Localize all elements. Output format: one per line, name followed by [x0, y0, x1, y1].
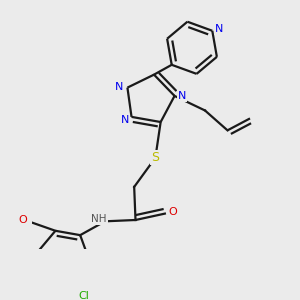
Text: N: N — [178, 91, 186, 101]
Text: N: N — [121, 115, 129, 125]
Text: O: O — [168, 207, 177, 217]
Text: N: N — [215, 24, 223, 34]
Text: S: S — [152, 151, 159, 164]
Text: N: N — [115, 82, 124, 92]
Text: O: O — [19, 215, 28, 225]
Text: NH: NH — [92, 214, 107, 224]
Text: Cl: Cl — [79, 291, 89, 300]
